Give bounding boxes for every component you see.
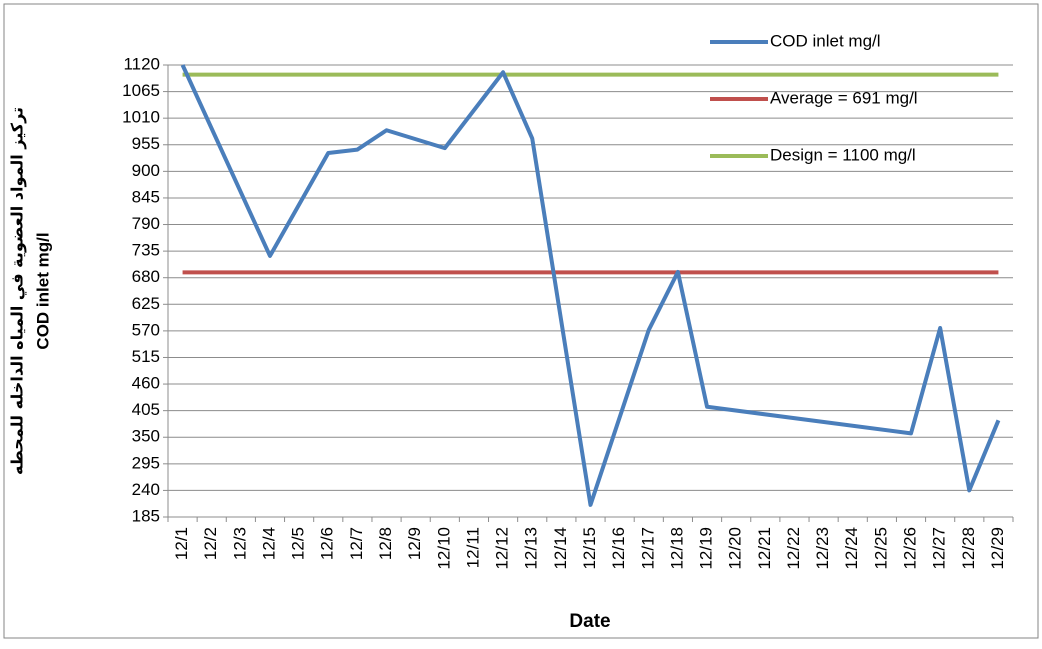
x-tick-label: 12/19 bbox=[697, 527, 716, 570]
x-tick-label: 12/7 bbox=[347, 527, 366, 560]
x-tick-label: 12/23 bbox=[813, 527, 832, 570]
series-line bbox=[180, 64, 1001, 507]
y-tick-label: 1120 bbox=[123, 54, 160, 73]
x-tick-label: 12/24 bbox=[842, 527, 861, 570]
y-tick-label: 680 bbox=[132, 267, 160, 286]
x-tick-label: 12/8 bbox=[376, 527, 395, 560]
x-axis-title: Date bbox=[569, 611, 610, 632]
x-tick-label: 12/29 bbox=[988, 527, 1007, 570]
y-tick-label: 845 bbox=[132, 187, 160, 206]
x-tick-label: 12/1 bbox=[172, 527, 191, 560]
y-tick-label: 570 bbox=[132, 320, 160, 339]
x-tick-label: 12/3 bbox=[230, 527, 249, 560]
x-tick-label: 12/16 bbox=[609, 527, 628, 570]
x-tick-label: 12/2 bbox=[201, 527, 220, 560]
x-tick-label: 12/12 bbox=[493, 527, 512, 570]
x-tick-label: 12/22 bbox=[784, 527, 803, 570]
y-tick-label: 625 bbox=[132, 294, 160, 313]
x-tick-label: 12/26 bbox=[901, 527, 920, 570]
y-axis-title: COD inlet mg/l bbox=[33, 232, 52, 349]
x-tick-label: 12/11 bbox=[463, 527, 482, 568]
legend-label: Average = 691 mg/l bbox=[770, 88, 918, 107]
y-tick-label: 405 bbox=[132, 400, 160, 419]
y-tick-label: 790 bbox=[132, 214, 160, 233]
y-tick-label: 955 bbox=[132, 134, 160, 153]
x-tick-label: 12/17 bbox=[638, 527, 657, 570]
y-tick-label: 900 bbox=[132, 161, 160, 180]
x-tick-label: 12/21 bbox=[755, 527, 774, 570]
x-tick-label: 12/9 bbox=[405, 527, 424, 560]
y-axis-title: تركيز المواد العضوية في المياه الداخله ل… bbox=[8, 107, 28, 475]
y-tick-label: 240 bbox=[132, 480, 160, 499]
x-tick-label: 12/5 bbox=[289, 527, 308, 560]
x-tick-label: 12/25 bbox=[871, 527, 890, 570]
legend-label: Design = 1100 mg/l bbox=[770, 145, 916, 164]
legend-label: COD inlet mg/l bbox=[770, 31, 881, 50]
y-tick-label: 1065 bbox=[122, 81, 160, 100]
x-tick-label: 12/18 bbox=[667, 527, 686, 570]
y-tick-label: 295 bbox=[132, 453, 160, 472]
y-tick-label: 185 bbox=[132, 506, 160, 525]
x-tick-label: 12/27 bbox=[930, 527, 949, 570]
x-tick-label: 12/20 bbox=[726, 527, 745, 570]
x-tick-label: 12/10 bbox=[434, 527, 453, 570]
y-tick-label: 350 bbox=[132, 427, 160, 446]
y-tick-label: 1010 bbox=[122, 108, 160, 127]
y-tick-label: 460 bbox=[132, 374, 160, 393]
y-tick-label: 735 bbox=[132, 241, 160, 260]
x-tick-label: 12/6 bbox=[318, 527, 337, 560]
x-tick-label: 12/15 bbox=[580, 527, 599, 570]
x-tick-label: 12/4 bbox=[259, 527, 278, 560]
y-tick-label: 515 bbox=[132, 347, 160, 366]
x-tick-label: 12/14 bbox=[551, 527, 570, 570]
x-tick-label: 12/28 bbox=[959, 527, 978, 570]
x-tick-label: 12/13 bbox=[522, 527, 541, 570]
